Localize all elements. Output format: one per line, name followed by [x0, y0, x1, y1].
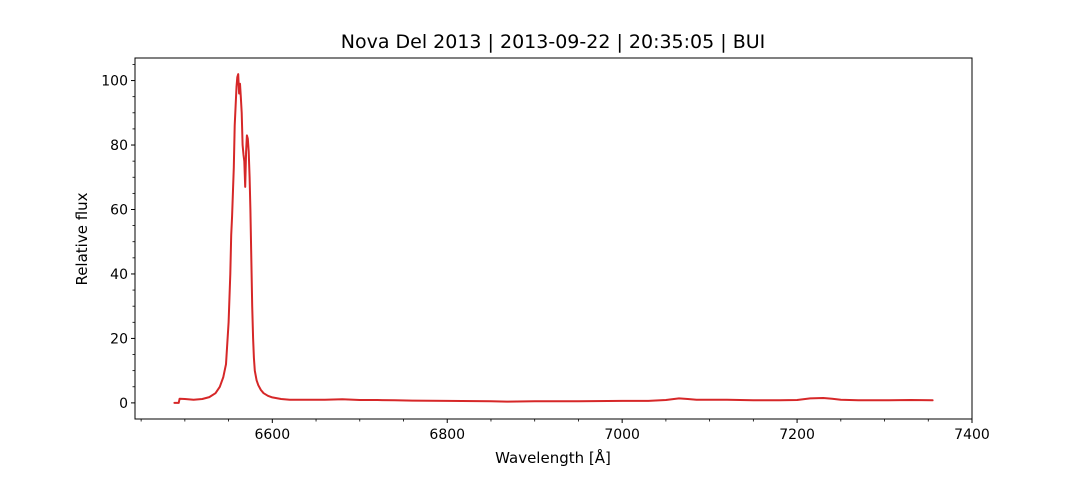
chart-title: Nova Del 2013 | 2013-09-22 | 20:35:05 | … — [341, 31, 766, 53]
y-tick-label: 60 — [110, 202, 128, 218]
axis-ticks: 6600 6800 7000 7200 7400 0 20 40 60 80 100 — [101, 64, 990, 443]
plot-area — [173, 73, 934, 404]
y-tick-label: 40 — [110, 267, 128, 283]
plot-frame — [134, 57, 973, 420]
y-tick-label: 0 — [119, 396, 128, 412]
y-tick-label: 80 — [110, 138, 128, 154]
y-tick-label: 20 — [110, 331, 128, 347]
x-axis-label: Wavelength [Å] — [495, 448, 611, 467]
x-tick-label: 6800 — [429, 427, 465, 443]
x-tick-label: 7200 — [779, 427, 815, 443]
x-tick-label: 7400 — [954, 427, 990, 443]
spectrum-line-0 — [173, 73, 934, 404]
y-tick-label: 100 — [101, 74, 128, 90]
x-tick-label: 7000 — [604, 427, 640, 443]
x-tick-label: 6600 — [254, 427, 290, 443]
y-axis-label: Relative flux — [73, 192, 91, 285]
